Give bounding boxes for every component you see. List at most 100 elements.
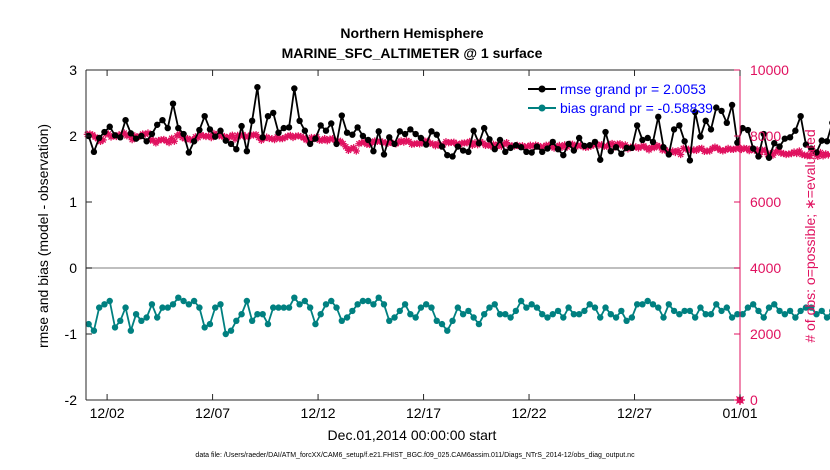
obs-evaluated-point <box>252 131 260 139</box>
bias-point <box>702 311 709 318</box>
rmse-point <box>665 151 672 158</box>
obs-evaluated-point <box>352 147 360 155</box>
rmse-point <box>507 144 514 152</box>
bias-point <box>312 320 319 328</box>
bias-point <box>90 327 98 334</box>
obs-evaluated-point <box>231 135 239 143</box>
rmse-point <box>771 140 778 147</box>
bias-point <box>797 307 804 315</box>
bias-point <box>713 301 720 308</box>
rmse-point <box>322 127 330 134</box>
obs-evaluated-point <box>706 147 714 155</box>
rmse-point <box>280 124 287 132</box>
rmse-point <box>175 124 182 132</box>
bias-point <box>169 301 177 308</box>
obs-evaluated-point <box>753 146 761 154</box>
obs-evaluated-point <box>745 147 753 155</box>
obs-evaluated-point <box>798 150 806 159</box>
bias-point <box>771 301 778 308</box>
rmse-point <box>681 138 688 145</box>
rmse-point <box>359 132 367 140</box>
bias-point <box>264 320 272 328</box>
obs-evaluated-point <box>719 147 727 155</box>
y-tick-label: 2 <box>69 128 77 144</box>
obs-evaluated-point <box>597 141 606 149</box>
rmse-point <box>660 144 667 151</box>
bias-point <box>338 317 345 324</box>
obs-evaluated-point <box>347 145 355 153</box>
obs-evaluated-point <box>679 144 687 152</box>
bias-point <box>528 301 535 308</box>
bias-point <box>544 314 551 321</box>
rmse-point <box>459 147 467 154</box>
obs-evaluated-point <box>558 143 566 151</box>
obs-evaluated-point <box>268 135 276 143</box>
bias-point <box>175 294 182 301</box>
obs-evaluated-point <box>168 134 176 142</box>
rmse-point <box>496 136 504 144</box>
bias-point <box>639 301 646 308</box>
y2-tick-label: 2000 <box>750 326 781 342</box>
bias-point <box>818 307 825 315</box>
rmse-point <box>565 140 572 148</box>
bias-point <box>333 304 340 311</box>
bias-point <box>217 301 224 308</box>
obs-evaluated-point <box>202 132 210 141</box>
rmse-point <box>549 138 556 146</box>
bias-point <box>644 297 651 305</box>
bias-point <box>517 297 525 305</box>
obs-evaluated-point <box>529 142 537 150</box>
rmse-point <box>417 134 425 142</box>
bias-point <box>401 301 409 308</box>
rmse-point <box>270 109 277 117</box>
rmse-point <box>101 128 108 136</box>
obs-evaluated-point <box>144 129 152 137</box>
rmse-point <box>444 151 451 159</box>
rmse-point <box>391 140 398 148</box>
obs-evaluated-point <box>284 132 292 140</box>
obs-evaluated-point <box>170 137 178 145</box>
bias-point <box>291 294 298 301</box>
rmse-point <box>275 129 282 136</box>
bias-point <box>238 311 245 318</box>
bias-point <box>734 311 741 318</box>
rmse-point <box>755 153 762 160</box>
x-tick-label: 12/07 <box>195 405 230 421</box>
rmse-point <box>670 126 678 133</box>
rmse-point <box>491 146 498 153</box>
rmse-point <box>370 147 377 155</box>
obs-evaluated-point <box>732 145 740 153</box>
obs-evaluated-point <box>104 130 113 138</box>
obs-evaluated-point <box>814 152 822 161</box>
rmse-point <box>227 140 235 148</box>
bias-point <box>106 297 113 305</box>
obs-evaluated-point <box>278 135 287 143</box>
obs-evaluated-point <box>160 135 168 144</box>
rmse-point <box>328 120 335 127</box>
bias-point <box>470 314 477 321</box>
bias-point <box>607 311 614 318</box>
bias-point <box>132 311 140 318</box>
rmse-point <box>554 146 562 153</box>
bias-point <box>349 307 356 315</box>
rmse-point <box>581 142 588 150</box>
bias-point <box>665 301 672 308</box>
x-axis-label: Dec.01,2014 00:00:00 start <box>328 427 497 443</box>
bias-point <box>407 311 414 318</box>
obs-evaluated-point <box>724 144 732 152</box>
rmse-point <box>813 149 820 156</box>
rmse-point <box>723 119 731 127</box>
obs-evaluated-point <box>721 146 730 154</box>
rmse-point <box>523 148 530 156</box>
bias-point <box>454 304 462 311</box>
obs-evaluated-point <box>344 146 352 154</box>
rmse-point <box>739 124 746 132</box>
rmse-point <box>206 126 214 133</box>
obs-evaluated-point <box>183 134 192 143</box>
rmse-point <box>792 127 799 134</box>
bias-point <box>370 301 377 308</box>
bias-point <box>765 304 773 311</box>
rmse-point <box>380 151 388 158</box>
y-tick-label: -1 <box>65 326 78 342</box>
bias-point <box>649 301 657 308</box>
